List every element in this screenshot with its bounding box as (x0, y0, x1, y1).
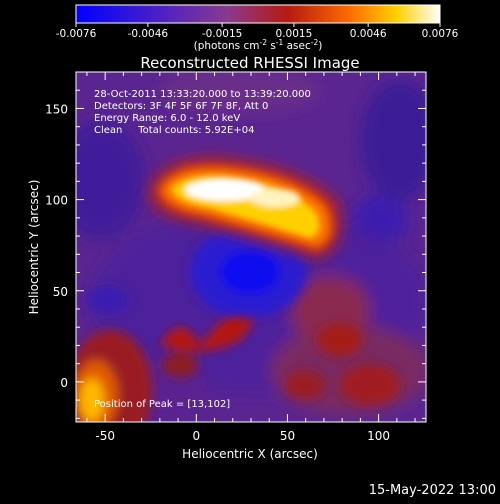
colorbar-tick-label: -0.0046 (128, 28, 169, 40)
annotation-detectors: Detectors: 3F 4F 5F 6F 7F 8F, Att 0 (94, 101, 268, 112)
colorbar-tick-label: 0.0015 (276, 28, 313, 40)
annotation-clean-counts: Clean Total counts: 5.92E+04 (94, 125, 254, 136)
x-axis-label: Heliocentric X (arcsec) (182, 447, 318, 461)
chart-title: Reconstructed RHESSI Image (140, 54, 359, 72)
y-tick-label: 150 (45, 102, 68, 116)
annotation-energy-range: Energy Range: 6.0 - 12.0 keV (94, 113, 240, 124)
y-axis: 0 50 100 150 (45, 71, 426, 419)
plot-annotations: 28-Oct-2011 13:33:20.000 to 13:39:20.000… (94, 89, 311, 410)
x-tick-label: 0 (192, 429, 200, 443)
y-tick-label: 50 (53, 285, 68, 299)
heatmap-image (76, 72, 426, 422)
colorbar-tick-label: -0.0015 (202, 28, 243, 40)
colorbar-tick-label: -0.0076 (56, 28, 97, 40)
colorbar-unit-label: (photons cm-2 s-1 asec-2) (194, 38, 323, 52)
colorbar-tick-label: 0.0046 (350, 28, 387, 40)
annotation-peak-position: Position of Peak = [13,102] (94, 399, 230, 410)
x-axis: -50 0 50 100 (86, 72, 416, 443)
colorbar-ticks: -0.0076 -0.0046 -0.0015 0.0015 0.0046 0.0076 (56, 23, 459, 40)
x-tick-label: -50 (95, 429, 115, 443)
colorbar-gradient (75, 4, 441, 24)
y-tick-label: 0 (60, 376, 68, 390)
y-tick-label: 100 (45, 194, 68, 208)
x-tick-label: 50 (280, 429, 295, 443)
colorbar: -0.0076 -0.0046 -0.0015 0.0015 0.0046 0.0076 … (56, 4, 459, 52)
colorbar-tick-label: 0.0076 (422, 28, 459, 40)
timestamp: 15-May-2022 13:00 (369, 483, 496, 498)
x-tick-label: 100 (367, 429, 390, 443)
annotation-time-range: 28-Oct-2011 13:33:20.000 to 13:39:20.000 (94, 89, 311, 100)
y-axis-label: Heliocentric Y (arcsec) (27, 180, 41, 315)
